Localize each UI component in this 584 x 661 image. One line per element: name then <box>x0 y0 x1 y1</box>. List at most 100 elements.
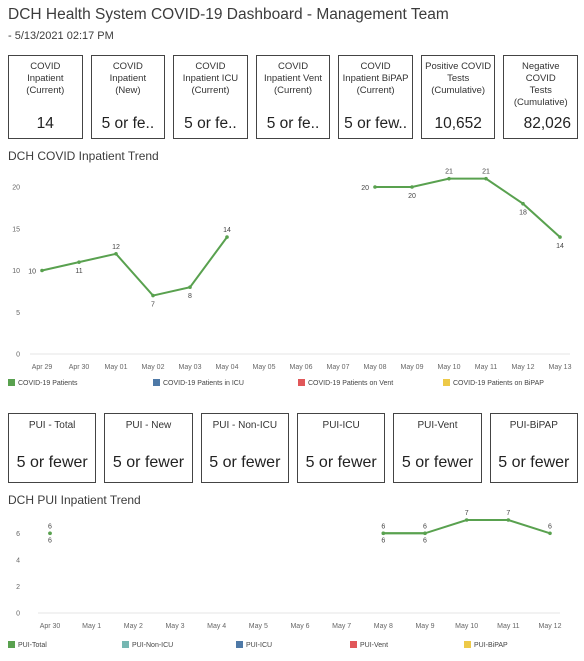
legend-swatch <box>8 379 15 386</box>
x-tick-label: May 01 <box>105 364 128 371</box>
pui-trend-chart[interactable]: 0 2 4 6 Apr 30 May 1 May 2 May 3 May 4 May 5 May 6… <box>0 510 584 658</box>
kpi-inpatient-vent[interactable]: COVID Inpatient Vent (Current) 5 or fe.. <box>255 55 331 139</box>
data-label: 7 <box>151 302 155 309</box>
x-tick-label: May 03 <box>179 364 202 371</box>
data-label: 14 <box>556 243 564 250</box>
data-label: 14 <box>223 227 231 234</box>
kpi-label: Positive COVID Tests (Cumulative) <box>425 61 492 96</box>
kpi-label: COVID Inpatient (New) <box>109 61 147 96</box>
pui-kpi-total[interactable]: PUI - Total 5 or fewer <box>8 413 97 483</box>
x-tick-label: May 07 <box>327 364 350 371</box>
kpi-positive-tests[interactable]: Positive COVID Tests (Cumulative) 10,652 <box>420 55 496 139</box>
data-label: 11 <box>75 268 82 275</box>
pui-kpi-value: 5 or fewer <box>16 454 88 471</box>
x-tick-label: May 3 <box>165 623 184 630</box>
kpi-inpatient-current[interactable]: COVID Inpatient (Current) 14 <box>8 55 83 139</box>
legend-label: COVID-19 Patients on Vent <box>308 380 393 387</box>
kpi-value: 5 or fe.. <box>266 115 320 132</box>
pui-kpi-vent[interactable]: PUI-Vent 5 or fewer <box>393 413 482 483</box>
x-tick-label: May 4 <box>207 623 226 630</box>
legend-swatch <box>236 641 243 648</box>
series-line <box>41 236 228 297</box>
inpatient-trend-chart[interactable]: 0 5 10 15 20 Apr 29 Apr 30 May 01 May 02 May 03 Ma… <box>0 166 584 396</box>
x-tick-label: May 10 <box>438 364 461 371</box>
data-point <box>447 176 451 181</box>
dashboard-title: DCH Health System COVID-19 Dashboard - M… <box>8 6 449 23</box>
pui-kpi-value: 5 or fewer <box>112 454 185 471</box>
legend-swatch <box>8 641 15 648</box>
kpi-value: 5 or fe.. <box>101 115 155 132</box>
x-tick-label: May 08 <box>364 364 387 371</box>
data-point <box>77 260 81 264</box>
data-point <box>558 235 562 239</box>
data-label: 7 <box>465 510 469 517</box>
pui-kpi-value: 5 or fewer <box>209 454 281 471</box>
x-tick-label: Apr 29 <box>32 364 53 371</box>
kpi-label: COVID Inpatient BiPAP (Current) <box>342 61 409 96</box>
y-tick-label: 2 <box>16 584 20 591</box>
x-tick-label: May 13 <box>549 364 572 371</box>
data-label: 8 <box>188 293 192 300</box>
pui-kpi-value: 5 or fewer <box>401 454 474 471</box>
y-tick-label: 4 <box>16 557 20 564</box>
x-tick-label: May 12 <box>539 623 562 630</box>
y-tick-label: 20 <box>12 185 20 192</box>
data-label: 6 <box>423 523 427 530</box>
x-tick-label: May 05 <box>253 364 276 371</box>
legend-label: PUI-ICU <box>246 642 272 649</box>
pui-kpi-icu[interactable]: PUI-ICU 5 or fewer <box>296 413 386 483</box>
data-label: 20 <box>361 185 369 192</box>
pui-kpi-label: PUI-BiPAP <box>509 420 558 431</box>
pui-kpi-new[interactable]: PUI - New 5 or fewer <box>104 413 193 483</box>
data-point <box>464 518 469 522</box>
y-tick-label: 5 <box>16 310 20 317</box>
series-line <box>383 519 551 535</box>
pui-kpi-value: 5 or fewer <box>498 454 570 471</box>
kpi-inpatient-bipap[interactable]: COVID Inpatient BiPAP (Current) 5 or few… <box>338 55 413 139</box>
pui-kpi-bipap[interactable]: PUI-BiPAP 5 or fewer <box>489 413 578 483</box>
data-label: 20 <box>408 193 416 200</box>
data-label: 18 <box>519 210 527 217</box>
data-point <box>48 531 52 536</box>
y-tick-label: 10 <box>12 268 20 275</box>
kpi-value: 82,026 <box>523 115 572 132</box>
legend-label: PUI-Non-ICU <box>132 642 173 649</box>
x-tick-label: May 12 <box>512 364 535 371</box>
data-point <box>423 531 427 536</box>
y-tick-label: 15 <box>12 226 20 233</box>
x-tick-label: May 11 <box>475 364 498 371</box>
data-point <box>225 235 229 239</box>
data-label: 10 <box>28 269 36 276</box>
covid-kpi-row: COVID Inpatient (Current) 14 COVID Inpat… <box>8 55 579 139</box>
data-label: 6 <box>548 523 552 530</box>
legend-swatch <box>153 379 160 386</box>
kpi-value: 14 <box>36 115 54 132</box>
x-tick-label: May 8 <box>374 623 393 630</box>
kpi-value: 5 or few.. <box>344 115 408 132</box>
pui-trend-title: DCH PUI Inpatient Trend <box>8 493 141 507</box>
data-point <box>521 201 525 206</box>
x-tick-label: May 2 <box>124 623 143 630</box>
kpi-label: COVID Inpatient Vent (Current) <box>263 61 323 96</box>
x-tick-label: May 11 <box>497 623 520 630</box>
pui-kpi-row: PUI - Total 5 or fewer PUI - New 5 or fe… <box>8 413 578 483</box>
kpi-inpatient-new[interactable]: COVID Inpatient (New) 5 or fe.. <box>90 55 166 139</box>
data-label: 7 <box>506 510 510 517</box>
pui-kpi-non-icu[interactable]: PUI - Non-ICU 5 or fewer <box>200 413 289 483</box>
legend-label: COVID-19 Patients in ICU <box>163 380 244 387</box>
x-tick-label: May 04 <box>216 364 239 371</box>
x-tick-label: May 1 <box>82 623 101 630</box>
x-tick-label: May 10 <box>455 623 478 630</box>
pui-kpi-value: 5 or fewer <box>305 454 377 471</box>
kpi-inpatient-icu[interactable]: COVID Inpatient ICU (Current) 5 or fe.. <box>173 55 248 139</box>
legend-label: PUI-BiPAP <box>474 642 508 649</box>
data-label: 6 <box>48 523 52 530</box>
pui-kpi-label: PUI - Non-ICU <box>212 420 278 431</box>
series-line <box>375 177 561 238</box>
y-tick-label: 0 <box>16 352 20 359</box>
pui-kpi-label: PUI - New <box>125 420 172 431</box>
data-point <box>410 185 414 189</box>
legend-label: PUI-Vent <box>360 642 388 649</box>
kpi-negative-tests[interactable]: Negative COVID Tests (Cumulative) 82,026 <box>503 55 579 139</box>
pui-kpi-label: PUI-Vent <box>417 420 458 431</box>
